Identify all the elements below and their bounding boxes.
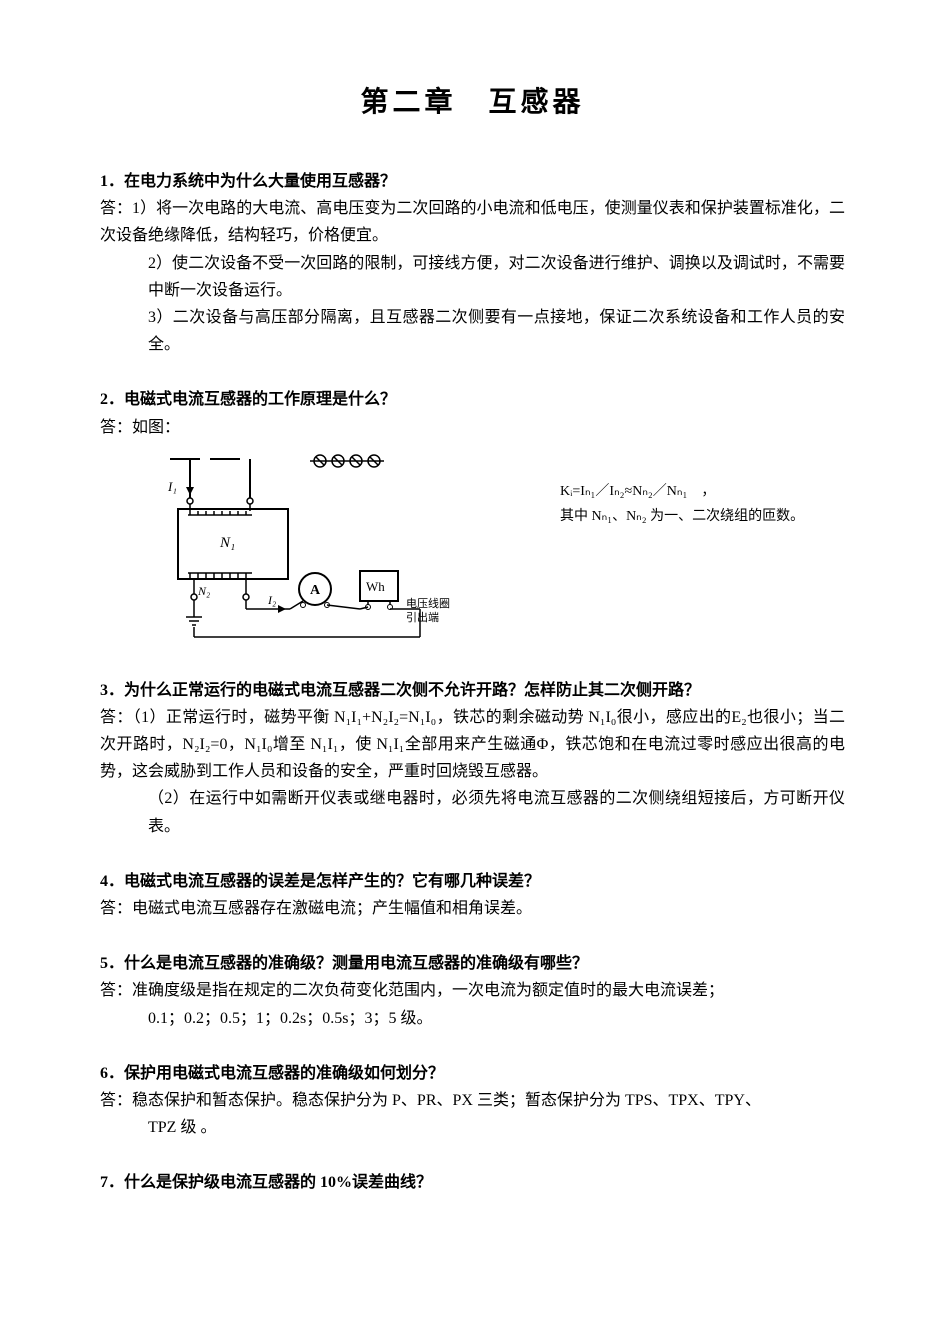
label-N1: N₁ — [219, 535, 235, 551]
q1-answer: 答：1）将一次电路的大电流、高电压变为二次回路的小电流和低电压，使测量仪表和保护… — [100, 195, 845, 249]
q5-line1: 准确度级是指在规定的二次负荷变化范围内，一次电流为额定值时的最大电流误差； — [132, 982, 724, 999]
label-tail1: 电压线圈 — [406, 596, 450, 610]
qa-4: 4．电磁式电流互感器的误差是怎样产生的？它有哪几种误差？ 答：电磁式电流互感器存… — [100, 868, 845, 922]
answer-label: 答： — [100, 200, 132, 217]
answer-label: 答： — [100, 1092, 132, 1109]
q3-question: 3．为什么正常运行的电磁式电流互感器二次侧不允许开路？怎样防止其二次侧开路？ — [100, 677, 845, 704]
label-wh: Wh — [366, 579, 385, 594]
q2-formula: Kᵢ=Iₙ₁／Iₙ₂≈Nₙ₂／Nₙ₁ ， 其中 Nₙ₁、Nₙ₂ 为一、二次绕组的… — [560, 479, 804, 529]
q4-question: 4．电磁式电流互感器的误差是怎样产生的？它有哪几种误差？ — [100, 868, 845, 895]
q5-question: 5．什么是电流互感器的准确级？测量用电流互感器的准确级有哪些？ — [100, 950, 845, 977]
label-I2: I₂ — [267, 593, 276, 607]
q6-line1: 稳态保护和暂态保护。稳态保护分为 P、PR、PX 三类；暂态保护分为 TPS、T… — [132, 1092, 761, 1109]
q6-answer: 答：稳态保护和暂态保护。稳态保护分为 P、PR、PX 三类；暂态保护分为 TPS… — [100, 1087, 845, 1114]
answer-label: 答： — [100, 900, 132, 917]
qa-1: 1．在电力系统中为什么大量使用互感器？ 答：1）将一次电路的大电流、高电压变为二… — [100, 168, 845, 358]
q5-line2: 0.1；0.2；0.5；1；0.2s；0.5s；3；5 级。 — [100, 1005, 845, 1032]
answer-label: 答： — [100, 982, 132, 999]
qa-7: 7．什么是保护级电流互感器的 10%误差曲线？ — [100, 1169, 845, 1196]
q2-diagram-row: I₁ N₁ — [160, 449, 845, 649]
label-I1: I₁ — [167, 479, 177, 494]
label-ammeter: A — [310, 583, 321, 598]
q2-answer-label: 答：如图： — [100, 414, 845, 441]
q7-question: 7．什么是保护级电流互感器的 10%误差曲线？ — [100, 1169, 845, 1196]
q5-answer: 答：准确度级是指在规定的二次负荷变化范围内，一次电流为额定值时的最大电流误差； — [100, 977, 845, 1004]
document-page: 第二章 互感器 1．在电力系统中为什么大量使用互感器？ 答：1）将一次电路的大电… — [0, 0, 945, 1285]
q1-question: 1．在电力系统中为什么大量使用互感器？ — [100, 168, 845, 195]
q3-p1: （1）正常运行时，磁势平衡 N₁I₁+N₂I₂=N₁I₀，铁芯的剩余磁动势 N₁… — [100, 709, 845, 780]
q4-text: 电磁式电流互感器存在激磁电流；产生幅值和相角误差。 — [132, 900, 532, 917]
qa-3: 3．为什么正常运行的电磁式电流互感器二次侧不允许开路？怎样防止其二次侧开路？ 答… — [100, 677, 845, 840]
qa-5: 5．什么是电流互感器的准确级？测量用电流互感器的准确级有哪些？ 答：准确度级是指… — [100, 950, 845, 1032]
label-tail2: 引出端 — [406, 610, 439, 624]
qa-6: 6．保护用电磁式电流互感器的准确级如何划分？ 答：稳态保护和暂态保护。稳态保护分… — [100, 1060, 845, 1142]
q6-line2: TPZ 级 。 — [100, 1114, 845, 1141]
q1-line1: 1）将一次电路的大电流、高电压变为二次回路的小电流和低电压，使测量仪表和保护装置… — [100, 200, 845, 244]
q1-line2: 2）使二次设备不受一次回路的限制，可接线方便，对二次设备进行维护、调换以及调试时… — [100, 250, 845, 304]
answer-label: 答： — [100, 709, 133, 726]
q3-p2: （2）在运行中如需断开仪表或继电器时，必须先将电流互感器的二次侧绕组短接后，方可… — [100, 785, 845, 839]
chapter-title: 第二章 互感器 — [100, 80, 845, 120]
q3-answer: 答：（1）正常运行时，磁势平衡 N₁I₁+N₂I₂=N₁I₀，铁芯的剩余磁动势 … — [100, 704, 845, 786]
q6-question: 6．保护用电磁式电流互感器的准确级如何划分？ — [100, 1060, 845, 1087]
label-N2: N₂ — [197, 584, 210, 598]
formula-line1: Kᵢ=Iₙ₁／Iₙ₂≈Nₙ₂／Nₙ₁ ， — [560, 479, 804, 504]
qa-2: 2．电磁式电流互感器的工作原理是什么？ 答：如图： — [100, 386, 845, 648]
formula-line2: 其中 Nₙ₁、Nₙ₂ 为一、二次绕组的匝数。 — [560, 504, 804, 529]
q2-question: 2．电磁式电流互感器的工作原理是什么？ — [100, 386, 845, 413]
q4-answer: 答：电磁式电流互感器存在激磁电流；产生幅值和相角误差。 — [100, 895, 845, 922]
circuit-diagram: I₁ N₁ — [160, 449, 460, 649]
q1-line3: 3）二次设备与高压部分隔离，且互感器二次侧要有一点接地，保证二次系统设备和工作人… — [100, 304, 845, 358]
